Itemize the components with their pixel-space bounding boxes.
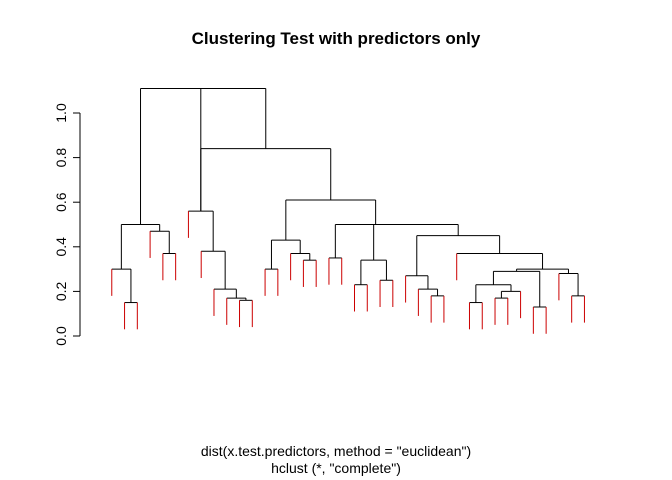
chart-subtitle-line-1: dist(x.test.predictors, method = "euclid… [200, 443, 472, 459]
y-tick-label: 1.0 [53, 103, 69, 123]
y-tick-label: 0.0 [53, 326, 69, 346]
chart-title: Clustering Test with predictors only [191, 29, 481, 48]
y-axis: 0.0 0.2 0.4 0.6 0.8 1.0 [53, 103, 81, 346]
chart-subtitle-line-2: hclust (*, "complete") [271, 460, 401, 476]
dendrogram-leaves [111, 211, 585, 334]
dendrogram-branches [111, 87, 585, 308]
y-tick-label: 0.2 [53, 281, 69, 301]
y-tick-label: 0.6 [53, 192, 69, 212]
y-tick-label: 0.4 [53, 237, 69, 257]
y-tick-label: 0.8 [53, 148, 69, 168]
